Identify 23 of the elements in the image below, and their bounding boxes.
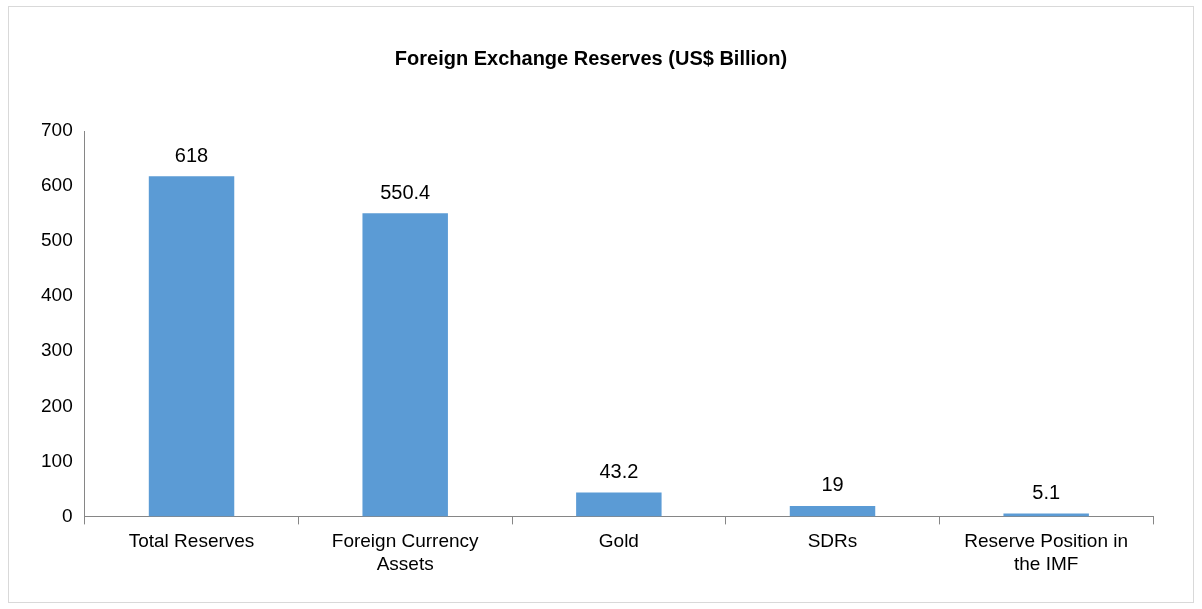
x-tick-label: Foreign Currency Assets: [331, 530, 480, 574]
bar: [148, 176, 235, 517]
y-tick-label: 600: [41, 174, 73, 196]
bar: [576, 492, 662, 517]
y-tick-label: 100: [41, 449, 73, 471]
data-label: 43.2: [599, 460, 639, 483]
y-tick-label: 200: [41, 394, 73, 416]
x-tick-label: Reserve Position in the IMF: [964, 530, 1129, 574]
bar: [789, 505, 876, 517]
bar: [362, 213, 448, 517]
data-label: 5.1: [1032, 481, 1061, 504]
data-label: 550.4: [380, 180, 431, 203]
y-tick-label: 400: [41, 284, 73, 306]
data-label: 19: [821, 473, 844, 496]
x-tick-label: SDRs: [807, 530, 858, 552]
x-tick-label: Gold: [598, 530, 639, 552]
y-tick-label: 700: [41, 119, 73, 141]
data-label: 618: [174, 143, 209, 166]
chart-title: Foreign Exchange Reserves (US$ Billion): [394, 46, 788, 69]
y-tick-label: 0: [62, 504, 73, 526]
x-tick-label: Total Reserves: [128, 530, 255, 552]
y-tick-label: 500: [41, 229, 73, 251]
y-tick-label: 300: [41, 339, 73, 361]
